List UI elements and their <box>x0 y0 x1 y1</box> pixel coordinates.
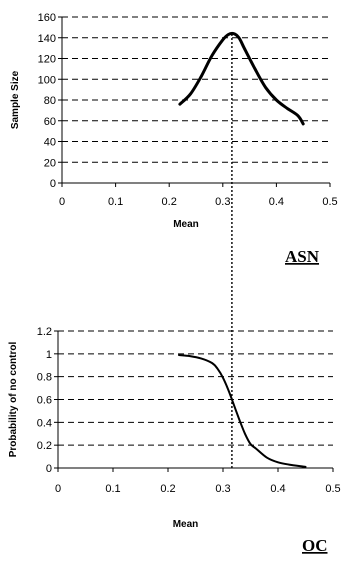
x-tick-label: 0.4 <box>270 483 285 495</box>
y-tick-label: 0.2 <box>37 440 52 452</box>
y-tick-label: 20 <box>44 157 56 169</box>
x-axis-title: Mean <box>173 219 199 230</box>
y-tick-label: 80 <box>44 95 56 107</box>
x-tick-label: 0.2 <box>162 196 177 208</box>
x-tick-label: 0.5 <box>322 196 337 208</box>
x-tick-label: 0.3 <box>215 196 230 208</box>
x-tick-label: 0.4 <box>269 196 284 208</box>
y-tick-label: 120 <box>38 54 56 66</box>
y-tick-label: 0.4 <box>37 417 52 429</box>
y-tick-label: 0.6 <box>37 395 52 407</box>
panel-label: OC <box>302 536 328 555</box>
y-tick-label: 1 <box>46 349 52 361</box>
y-tick-label: 0 <box>50 178 56 190</box>
y-tick-label: 100 <box>38 74 56 86</box>
x-tick-label: 0.5 <box>325 483 340 495</box>
y-tick-label: 60 <box>44 116 56 128</box>
series-line <box>178 354 307 468</box>
y-axis-title: Sample Size <box>10 70 21 129</box>
x-tick-label: 0.2 <box>160 483 175 495</box>
series-line <box>178 31 305 126</box>
x-tick-label: 0.3 <box>215 483 230 495</box>
y-tick-label: 0 <box>46 463 52 475</box>
y-tick-label: 1.2 <box>37 326 52 338</box>
panel-label: ASN <box>285 247 320 266</box>
asn-chart: 0 20 40 60 80 100 120 140 160 0 0.1 0.2 0.3 0.4 0.5 Mea… <box>10 12 338 266</box>
x-axis-title: Mean <box>173 519 199 530</box>
oc-chart: 0 0.2 0.4 0.6 0.8 1 1.2 0 0.1 0.2 0.3 0.4 0.5 Mean Pro… <box>8 326 341 555</box>
y-tick-label: 0.8 <box>37 372 52 384</box>
y-tick-label: 160 <box>38 12 56 24</box>
y-tick-label: 140 <box>38 33 56 45</box>
x-tick-label: 0.1 <box>108 196 123 208</box>
x-tick-label: 0.1 <box>105 483 120 495</box>
y-tick-label: 40 <box>44 137 56 149</box>
x-tick-label: 0 <box>59 196 65 208</box>
x-tick-label: 0 <box>55 483 61 495</box>
y-axis-title: Probability of no control <box>8 342 19 458</box>
